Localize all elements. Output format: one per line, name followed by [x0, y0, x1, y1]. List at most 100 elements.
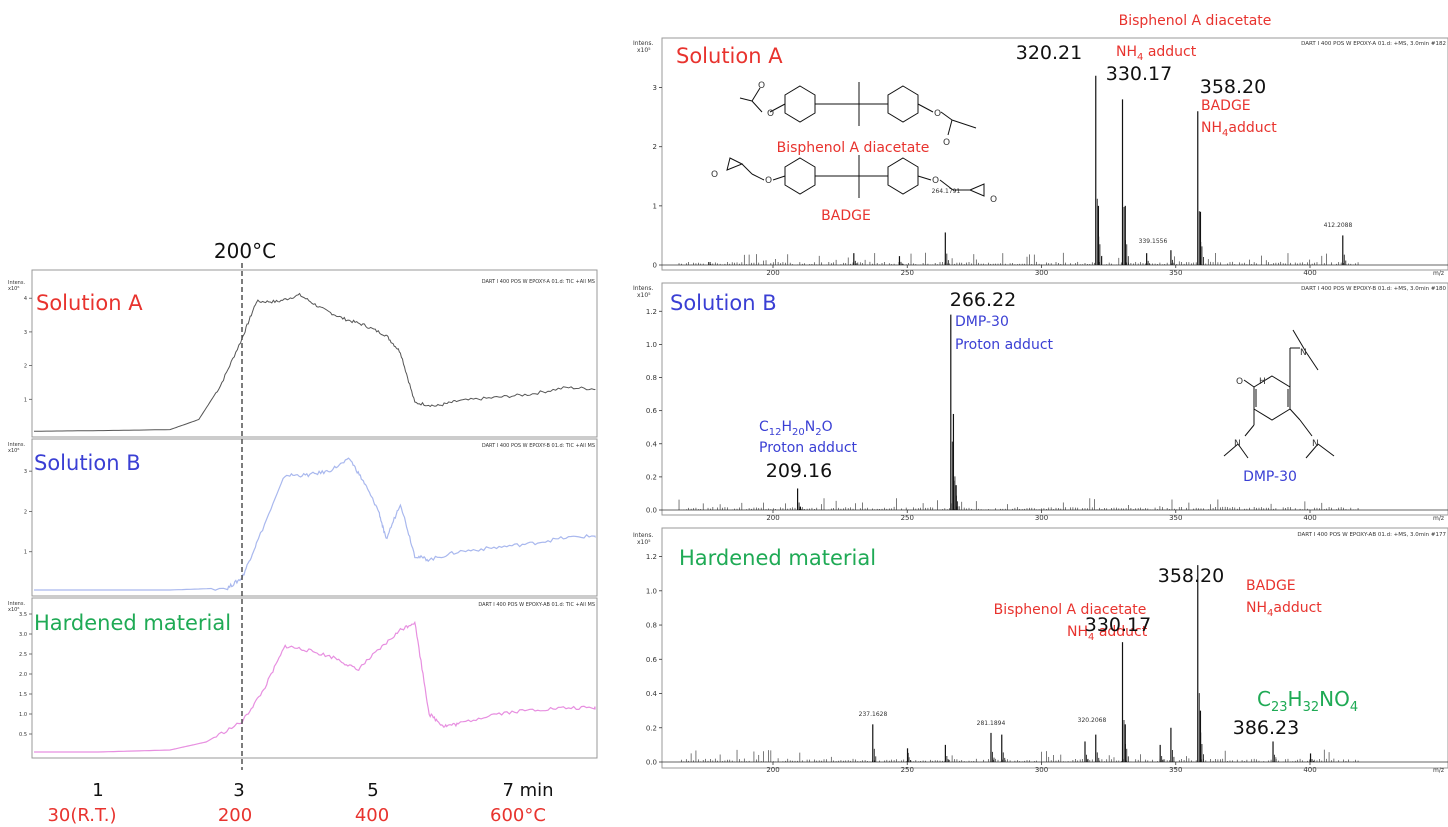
ms-h-intens: Intens.	[633, 532, 654, 539]
tic-panel-h-header: DART I 400 POS W EPOXY-AB 01.d: TIC +All…	[478, 602, 595, 608]
ms-x-tick-label: 350	[1169, 514, 1182, 522]
ms-panel-a-title: Solution A	[676, 44, 783, 68]
tic-panel-h-title: Hardened material	[34, 611, 231, 635]
badge-o-right: O	[932, 176, 939, 186]
tic-y-tick-label: 3.5	[19, 612, 27, 618]
bpa-o-left: O	[767, 109, 774, 119]
tic-panel-b-title: Solution B	[34, 451, 141, 475]
ms-y-tick-label: 0.0	[646, 759, 657, 767]
tic-chart: 200°C Solution A Solution B Hardened mat…	[8, 239, 598, 826]
ms-panel-b-header: DART I 400 POS W EPOXY-B 01.d: +MS, 3.0m…	[1301, 286, 1446, 292]
dmp30-structure	[1223, 329, 1335, 459]
ms-panel-h-frame	[661, 527, 1448, 769]
badge-o-left: O	[765, 176, 772, 186]
ms-h-peak-386: 386.23	[1233, 717, 1299, 739]
dmp30-h: H	[1259, 377, 1266, 387]
ms-y-tick-label: 0.2	[646, 473, 657, 481]
tic-panel-a-frame	[31, 269, 598, 438]
ms-b-formula: C12H20N2O	[759, 419, 833, 438]
ms-panel-h-header: DART I 400 POS W EPOXY-AB 01.d: +MS, 3.0…	[1297, 532, 1446, 538]
ms-a-small-264: 264.1791	[932, 188, 961, 195]
dmp30-structure-label: DMP-30	[1243, 469, 1297, 485]
tic-y-tick-label: 1.0	[19, 712, 27, 718]
dmp30-n-right: N	[1312, 439, 1319, 449]
ms-y-tick-label: 0.6	[646, 407, 658, 415]
ms-y-tick-label: 0.6	[646, 656, 658, 664]
ms-panel-a-frame	[661, 37, 1448, 271]
dmp30-n-left: N	[1234, 439, 1241, 449]
tic-y-tick-label: 1	[24, 397, 27, 403]
ms-h-nh4-adduct: NH4 adduct	[1067, 624, 1148, 643]
ms-y-tick-label: 1.2	[646, 553, 657, 561]
ms-y-tick-label: 0	[653, 262, 657, 270]
tic-x-temp-30: 30(R.T.)	[47, 805, 116, 826]
tic-y-tick-label: 3	[24, 469, 27, 475]
ms-x-unit: m/z	[1433, 767, 1444, 774]
ms-panel-b-title: Solution B	[670, 291, 777, 315]
ms-h-exp: x10⁵	[637, 539, 651, 546]
ms-x-tick-label: 300	[1035, 514, 1048, 522]
ms-h-small-237: 237.1628	[859, 711, 888, 718]
ms-panel-h-title: Hardened material	[679, 546, 876, 570]
ms-x-tick-label: 300	[1035, 766, 1048, 774]
ms-y-tick-label: 0.4	[646, 440, 658, 448]
tic-y-tick-label: 0.5	[19, 732, 27, 738]
ms-x-tick-label: 200	[766, 269, 779, 277]
ms-a-exp: x10⁵	[637, 47, 651, 54]
tic-x-temp-600: 600°C	[490, 805, 546, 826]
ms-b-proton-adduct: Proton adduct	[759, 440, 858, 456]
bpa-o-right: O	[934, 109, 941, 119]
tic-x-time-3: 3	[233, 780, 244, 801]
ms-x-tick-label: 250	[901, 269, 914, 277]
tic-a-intens: Intens.	[8, 280, 25, 286]
ms-x-tick-label: 200	[766, 766, 779, 774]
ms-h-small-320: 320.2068	[1078, 717, 1107, 724]
ms-y-tick-label: 0.8	[646, 374, 657, 382]
tic-x-time-5: 5	[367, 780, 378, 801]
bpa-structure-label: Bisphenol A diacetate	[777, 140, 930, 156]
ms-h-badge: BADGE	[1246, 578, 1296, 594]
ms-y-tick-label: 1.0	[646, 341, 657, 349]
ms-b-exp: x10⁵	[637, 292, 651, 299]
ms-y-tick-label: 1	[653, 202, 657, 210]
ms-b-intens: Intens.	[633, 285, 654, 292]
bpa-o-right-carbonyl: O	[943, 138, 950, 148]
ms-x-tick-label: 400	[1303, 269, 1316, 277]
tic-y-tick-label: 2	[24, 509, 27, 515]
tic-panel-b-header: DART I 400 POS W EPOXY-B 01.d: TIC +All …	[482, 443, 595, 449]
tic-h-exp: x10⁶	[8, 607, 19, 613]
tic-x-temp-400: 400	[355, 805, 389, 826]
tic-y-tick-label: 3	[24, 330, 27, 336]
ms-b-dmp30-label: DMP-30	[955, 314, 1009, 330]
ms-h-formula: C23H32NO4	[1257, 687, 1358, 715]
ms-y-tick-label: 0.2	[646, 724, 657, 732]
dmp30-o: O	[1236, 377, 1243, 387]
badge-structure	[726, 155, 985, 198]
bisphenol-a-diacetate-structure	[739, 82, 977, 136]
tic-panel-a-title: Solution A	[36, 291, 143, 315]
ms-panel-b-frame	[661, 282, 1448, 516]
ms-h-small-281: 281.1894	[977, 720, 1006, 727]
ms-y-tick-label: 2	[653, 143, 657, 151]
tic-panel-h-frame	[31, 597, 598, 759]
ms-a-badge: BADGE	[1201, 98, 1251, 114]
ms-a-peak-320: 320.21	[1016, 42, 1082, 64]
ms-x-unit: m/z	[1433, 515, 1444, 522]
tic-b-intens: Intens.	[8, 442, 25, 448]
tic-y-tick-label: 1.5	[19, 692, 27, 698]
tic-x-time-1: 1	[92, 780, 103, 801]
tic-y-tick-label: 2.5	[19, 652, 27, 658]
ms-x-tick-label: 250	[901, 766, 914, 774]
tic-trace-hardened	[34, 620, 596, 753]
ms-a-nh4-adduct: NH4 adduct	[1116, 44, 1197, 63]
tic-y-tick-label: 4	[24, 296, 27, 302]
ms-x-tick-label: 350	[1169, 766, 1182, 774]
ms-y-tick-label: 0.0	[646, 507, 657, 515]
badge-structure-label: BADGE	[821, 208, 871, 224]
ms-x-tick-label: 250	[901, 514, 914, 522]
ms-a-small-339: 339.1556	[1139, 238, 1168, 245]
ms-y-tick-label: 0.8	[646, 622, 657, 630]
tic-y-tick-label: 1	[24, 550, 27, 556]
tic-x-time-7: 7 min	[502, 780, 553, 801]
